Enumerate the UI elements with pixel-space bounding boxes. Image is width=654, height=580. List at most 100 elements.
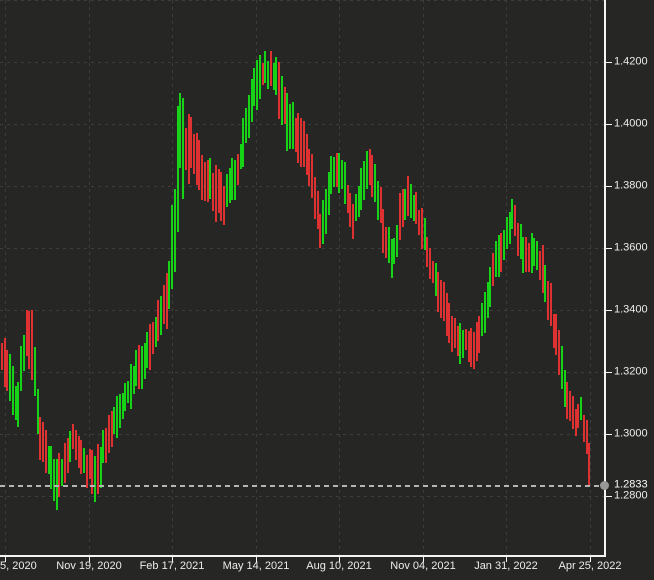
candle-bar <box>322 199 324 244</box>
candle-bar <box>102 430 105 463</box>
time-axis-tick <box>256 557 257 562</box>
candle-bar <box>151 322 154 354</box>
candle-bar <box>283 86 286 125</box>
candle-bar <box>371 154 374 197</box>
price-axis-tick <box>606 434 612 435</box>
candle-bar <box>278 62 280 120</box>
gridline-vertical <box>590 0 591 555</box>
candle-bar <box>39 417 42 461</box>
candle-bar <box>143 342 146 380</box>
candle-bar <box>536 240 539 270</box>
time-axis-tick <box>5 557 6 562</box>
chart-plot-area[interactable] <box>0 0 604 555</box>
candle-bar <box>365 150 368 189</box>
candle-bar <box>300 118 302 167</box>
gridline-horizontal <box>0 0 604 1</box>
gridline-vertical <box>89 0 90 555</box>
candle-bar <box>486 282 489 319</box>
candle-bar <box>462 329 464 358</box>
candle-bar <box>203 162 206 202</box>
candle-bar <box>176 106 179 232</box>
candle-bar <box>245 108 248 144</box>
gridline-vertical <box>256 0 257 555</box>
candle-bar <box>20 346 22 391</box>
candle-bar <box>116 396 119 439</box>
candle-bar <box>437 272 440 312</box>
candle-bar <box>294 118 297 153</box>
candle-bar <box>448 302 451 344</box>
candle-bar <box>420 208 423 249</box>
price-axis-tick <box>606 248 612 249</box>
candle-bar <box>261 62 264 86</box>
candle-bar <box>113 406 116 435</box>
candle-bar <box>566 382 569 420</box>
candle-bar <box>127 381 130 403</box>
candle-bar <box>239 143 242 169</box>
candle-bar <box>426 237 429 268</box>
candle-bar <box>69 431 72 463</box>
candle-bar <box>289 103 291 149</box>
candle-bar <box>190 116 193 168</box>
candle-bar <box>61 459 64 487</box>
candle-bar <box>77 435 80 468</box>
candle-bar <box>387 226 390 264</box>
candle-bar <box>187 114 190 184</box>
gridline-vertical <box>506 0 507 555</box>
candle-bar <box>50 445 53 489</box>
candle-bar <box>66 438 69 474</box>
candle-bar <box>588 443 591 486</box>
candle-bar <box>74 430 77 461</box>
candle-bar <box>563 370 566 408</box>
candle-bar <box>423 217 426 251</box>
candle-bar <box>368 148 371 186</box>
candle-bar <box>121 393 124 420</box>
candle-bar <box>464 328 467 350</box>
current-price-marker-dot-icon <box>600 481 609 491</box>
time-axis[interactable] <box>0 555 606 557</box>
candle-bar <box>42 422 44 462</box>
candle-bar <box>360 168 363 210</box>
price-axis-tick <box>606 310 612 311</box>
price-axis-tick <box>606 496 612 497</box>
time-axis-tick-label: Nov 19, 2020 <box>56 560 122 572</box>
candle-bar <box>9 354 11 401</box>
candle-bar <box>302 121 305 167</box>
candle-bar <box>267 60 270 89</box>
candle-bar <box>308 149 311 186</box>
candle-bar <box>162 285 165 324</box>
price-axis-tick <box>606 186 612 187</box>
candle-bar <box>409 184 412 219</box>
candle-bar <box>574 408 577 436</box>
candle-bar <box>585 419 588 454</box>
time-axis-tick <box>506 557 507 562</box>
current-price-label: 1.2833 <box>614 478 648 491</box>
candle-bar <box>286 92 289 151</box>
candle-bar <box>88 449 91 479</box>
price-axis-tick <box>606 124 612 125</box>
price-axis[interactable] <box>604 0 606 557</box>
candle-bar <box>382 209 385 253</box>
candle-bar <box>379 186 382 223</box>
candle-bar <box>332 157 335 188</box>
candle-bar <box>357 186 360 217</box>
time-axis-tick-label: Apr 25, 2022 <box>558 560 622 572</box>
candle-bar <box>165 273 168 329</box>
candle-bar <box>354 193 357 221</box>
candle-bar <box>36 389 39 434</box>
candle-bar <box>412 195 415 222</box>
candle-bar <box>236 153 239 185</box>
candle-bar <box>519 224 522 260</box>
candle-bar <box>497 235 500 278</box>
time-axis-tick-label: Jan 31, 2022 <box>474 560 538 572</box>
candle-bar <box>209 157 212 200</box>
candle-bar <box>415 192 418 224</box>
candle-bar <box>346 185 349 213</box>
candle-bar <box>483 291 486 333</box>
candle-bar <box>459 322 462 365</box>
candle-bar <box>146 332 149 368</box>
candle-bar <box>396 224 399 257</box>
gridline-vertical <box>423 0 424 555</box>
candle-bar <box>264 50 267 83</box>
candle-bar <box>555 314 558 355</box>
